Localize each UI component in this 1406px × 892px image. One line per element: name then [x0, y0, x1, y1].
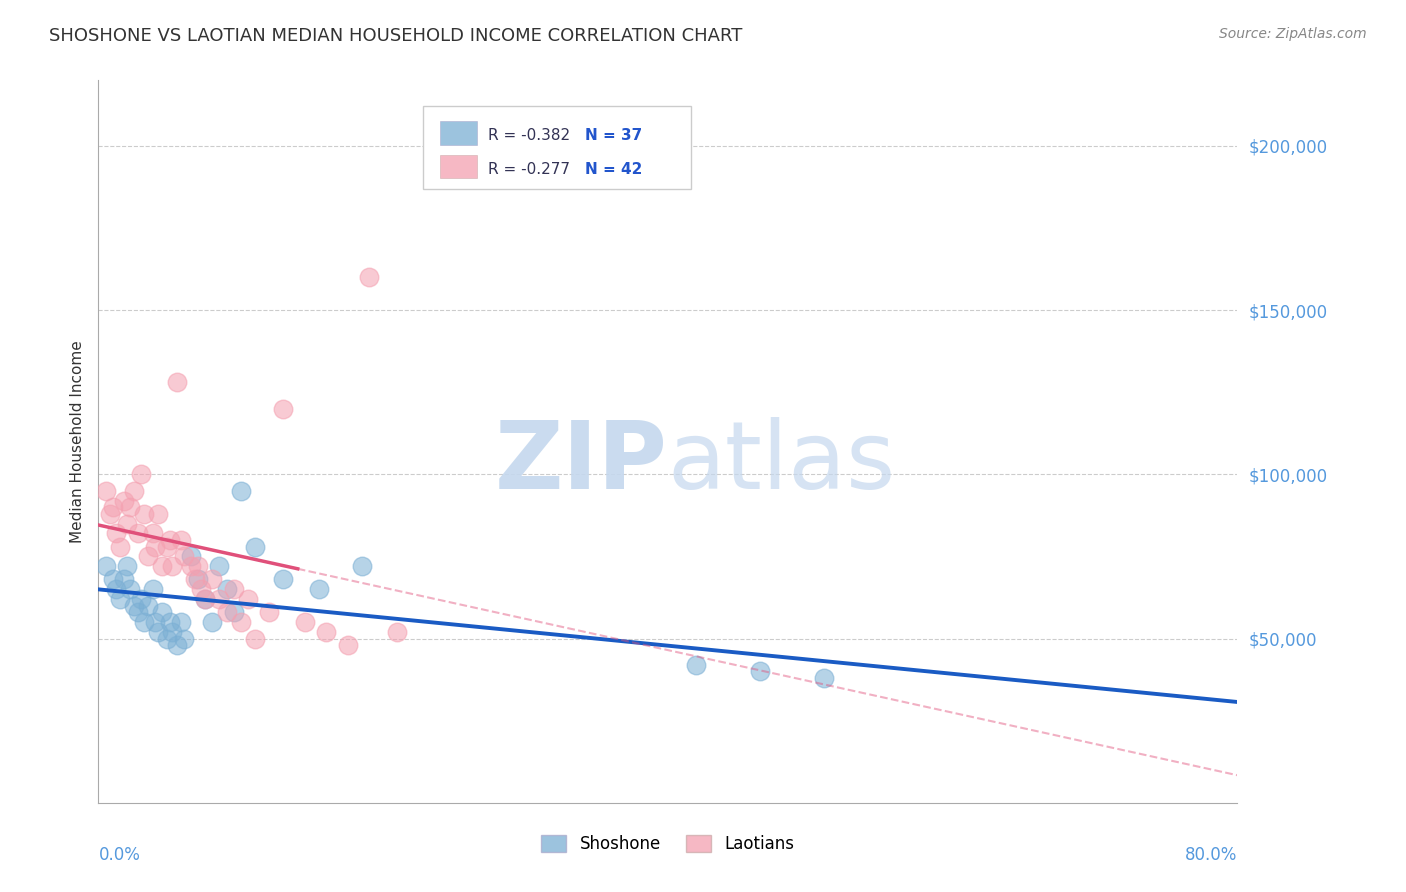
Point: [194, 592, 217, 607]
Point: [156, 632, 179, 646]
Point: [152, 559, 174, 574]
Point: [194, 592, 217, 607]
Text: N = 37: N = 37: [585, 128, 643, 144]
Point: [170, 533, 193, 547]
Point: [104, 526, 127, 541]
Point: [115, 516, 138, 531]
Point: [173, 632, 195, 646]
Point: [201, 615, 224, 630]
Point: [115, 559, 138, 574]
Text: atlas: atlas: [668, 417, 896, 509]
Point: [141, 526, 163, 541]
Point: [259, 605, 281, 619]
Point: [350, 559, 373, 574]
Point: [336, 638, 359, 652]
Point: [159, 533, 181, 547]
Point: [813, 671, 835, 685]
Point: [222, 582, 245, 597]
Point: [166, 376, 188, 390]
Point: [145, 615, 167, 630]
Text: SHOSHONE VS LAOTIAN MEDIAN HOUSEHOLD INCOME CORRELATION CHART: SHOSHONE VS LAOTIAN MEDIAN HOUSEHOLD INC…: [49, 27, 742, 45]
Point: [190, 582, 212, 597]
Point: [173, 549, 195, 564]
Point: [236, 592, 259, 607]
Point: [136, 549, 159, 564]
Point: [108, 592, 131, 607]
Point: [122, 599, 145, 613]
FancyBboxPatch shape: [440, 154, 477, 178]
Point: [229, 615, 252, 630]
Point: [229, 483, 252, 498]
Point: [308, 582, 330, 597]
Point: [156, 540, 179, 554]
Point: [685, 657, 707, 672]
Point: [180, 559, 202, 574]
Text: N = 42: N = 42: [585, 161, 643, 177]
Text: R = -0.382: R = -0.382: [488, 128, 569, 144]
Point: [145, 540, 167, 554]
Point: [294, 615, 316, 630]
Point: [159, 615, 181, 630]
Point: [148, 507, 170, 521]
Point: [101, 573, 124, 587]
Point: [215, 605, 238, 619]
Point: [243, 540, 266, 554]
FancyBboxPatch shape: [423, 105, 690, 189]
Point: [749, 665, 772, 679]
Point: [104, 582, 127, 597]
Point: [180, 549, 202, 564]
Point: [136, 599, 159, 613]
Point: [315, 625, 337, 640]
Point: [129, 467, 152, 482]
Text: 0.0%: 0.0%: [98, 847, 141, 864]
Point: [387, 625, 409, 640]
Point: [215, 582, 238, 597]
Point: [132, 615, 155, 630]
Point: [122, 483, 145, 498]
Point: [162, 625, 184, 640]
Point: [357, 270, 380, 285]
Point: [129, 592, 152, 607]
Point: [94, 483, 117, 498]
Point: [222, 605, 245, 619]
Point: [127, 605, 149, 619]
Point: [94, 559, 117, 574]
Point: [108, 540, 131, 554]
Text: 80.0%: 80.0%: [1185, 847, 1237, 864]
FancyBboxPatch shape: [440, 121, 477, 145]
Text: ZIP: ZIP: [495, 417, 668, 509]
Point: [273, 573, 295, 587]
Point: [273, 401, 295, 416]
Point: [127, 526, 149, 541]
Legend: Shoshone, Laotians: Shoshone, Laotians: [534, 828, 801, 860]
Text: R = -0.277: R = -0.277: [488, 161, 569, 177]
Point: [187, 573, 209, 587]
Point: [98, 507, 121, 521]
Point: [243, 632, 266, 646]
Point: [101, 500, 124, 515]
Point: [118, 500, 141, 515]
Point: [152, 605, 174, 619]
Point: [112, 493, 135, 508]
Point: [141, 582, 163, 597]
Point: [118, 582, 141, 597]
Point: [208, 592, 231, 607]
Point: [166, 638, 188, 652]
Point: [170, 615, 193, 630]
Text: Source: ZipAtlas.com: Source: ZipAtlas.com: [1219, 27, 1367, 41]
Point: [162, 559, 184, 574]
Point: [208, 559, 231, 574]
Point: [201, 573, 224, 587]
Y-axis label: Median Household Income: Median Household Income: [69, 340, 84, 543]
Point: [184, 573, 207, 587]
Point: [148, 625, 170, 640]
Point: [132, 507, 155, 521]
Point: [112, 573, 135, 587]
Point: [187, 559, 209, 574]
